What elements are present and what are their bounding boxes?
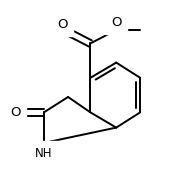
Text: O: O: [57, 18, 68, 31]
Text: O: O: [10, 106, 20, 119]
Text: O: O: [111, 16, 121, 29]
Text: NH: NH: [35, 147, 53, 160]
